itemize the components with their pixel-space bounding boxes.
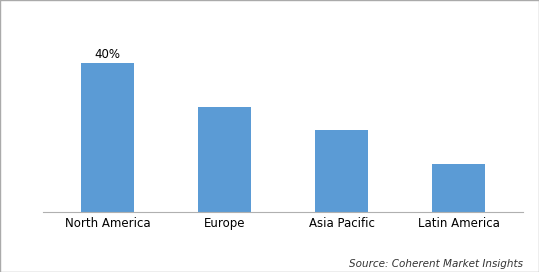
Text: 40%: 40% [94,48,121,61]
Bar [81,63,134,212]
Bar [315,130,368,212]
Bar [432,163,485,212]
Bar [198,107,251,212]
Text: Source: Coherent Market Insights: Source: Coherent Market Insights [349,259,523,269]
